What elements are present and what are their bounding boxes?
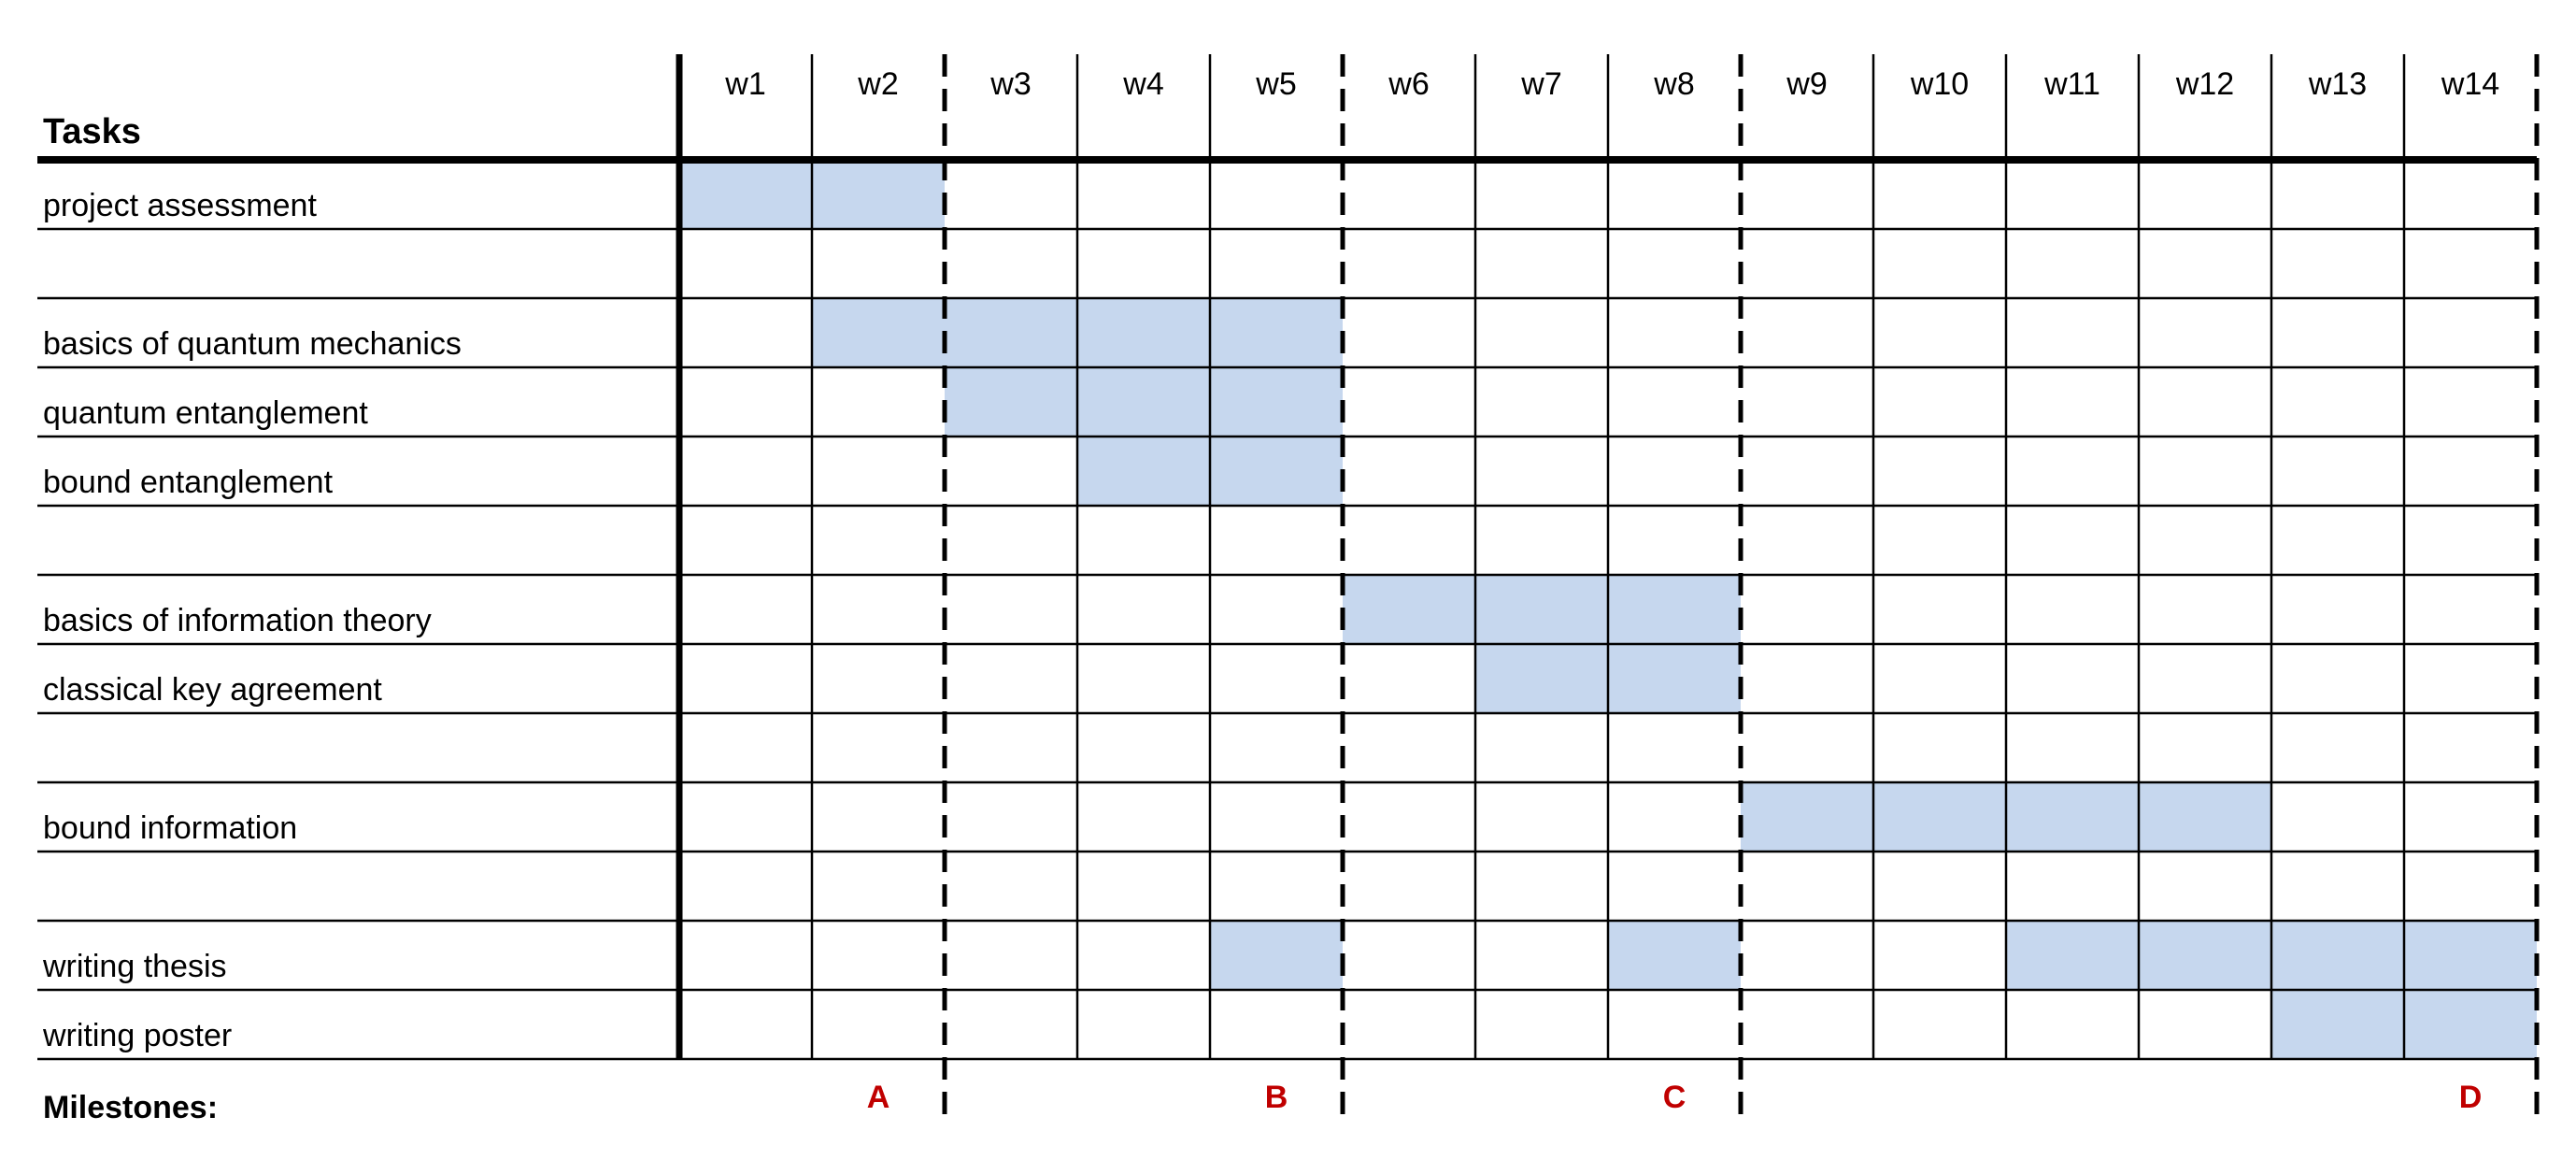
task-label: writing thesis: [42, 949, 227, 984]
task-bar: [1475, 644, 1608, 713]
tasks-title: Tasks: [43, 112, 141, 151]
task-bar: [1210, 367, 1343, 437]
task-label: project assessment: [43, 188, 317, 223]
task-label: quantum entanglement: [43, 395, 368, 431]
task-label: basics of information theory: [43, 603, 432, 638]
week-header-w11: w11: [2043, 66, 2100, 102]
task-bar: [1608, 644, 1741, 713]
task-bar: [945, 367, 1077, 437]
text-layer: Tasks Milestones: w1 w2 w3 w4 w5 w6 w7 w8 w9 w10 w…: [42, 66, 2499, 1125]
task-label: classical key agreement: [43, 672, 382, 708]
milestone-label-B: B: [1265, 1080, 1288, 1115]
task-bar: [2139, 921, 2271, 990]
week-header-w14: w14: [2441, 66, 2499, 102]
week-header-w1: w1: [724, 66, 765, 102]
milestone-label-C: C: [1663, 1080, 1686, 1115]
task-bar: [812, 298, 945, 367]
milestone-label-D: D: [2459, 1080, 2483, 1115]
milestones-label: Milestones:: [43, 1090, 218, 1125]
task-bar: [1475, 575, 1608, 644]
week-header-w4: w4: [1122, 66, 1163, 102]
task-bar: [945, 298, 1077, 367]
task-bar: [1210, 437, 1343, 506]
task-label: basics of quantum mechanics: [43, 326, 462, 362]
week-header-w7: w7: [1520, 66, 1561, 102]
bars-layer: [679, 160, 2537, 1059]
task-bar: [1077, 437, 1210, 506]
task-bar: [2271, 921, 2404, 990]
week-header-w12: w12: [2175, 66, 2234, 102]
task-bar: [1741, 782, 1873, 852]
task-bar: [2139, 782, 2271, 852]
task-bar: [679, 160, 812, 229]
week-header-w6: w6: [1388, 66, 1429, 102]
task-bar: [1077, 298, 1210, 367]
task-bar: [1343, 575, 1475, 644]
task-bar: [2006, 782, 2139, 852]
task-bar: [1608, 575, 1741, 644]
task-bar: [1873, 782, 2006, 852]
milestone-label-A: A: [867, 1080, 890, 1115]
week-header-w10: w10: [1910, 66, 1969, 102]
task-bar: [1210, 298, 1343, 367]
task-bar: [812, 160, 945, 229]
task-bar: [2271, 990, 2404, 1059]
task-bar: [2006, 921, 2139, 990]
task-bar: [2404, 921, 2537, 990]
grid-layer: [37, 54, 2537, 1061]
week-header-w9: w9: [1786, 66, 1827, 102]
task-bar: [1210, 921, 1343, 990]
task-label: writing poster: [42, 1018, 232, 1053]
week-header-w5: w5: [1255, 66, 1296, 102]
task-label: bound entanglement: [43, 465, 334, 500]
task-bar: [1608, 921, 1741, 990]
week-header-w8: w8: [1653, 66, 1694, 102]
week-header-w2: w2: [857, 66, 898, 102]
task-label: bound information: [43, 810, 297, 846]
task-bar: [2404, 990, 2537, 1059]
task-bar: [1077, 367, 1210, 437]
week-header-w3: w3: [989, 66, 1031, 102]
milestones-layer: A B C D: [867, 54, 2540, 1124]
week-header-w13: w13: [2308, 66, 2367, 102]
